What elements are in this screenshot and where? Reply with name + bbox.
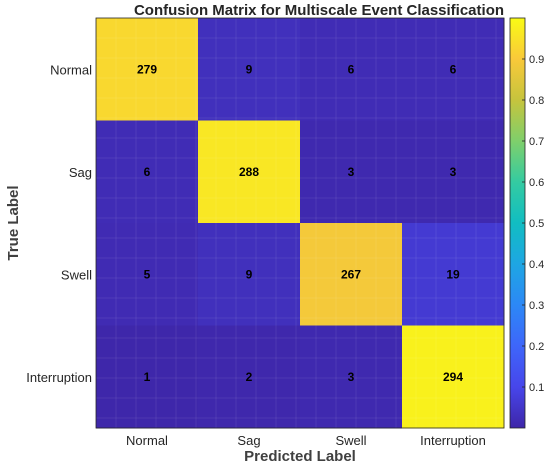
colorbar-tick-label: 0.4: [529, 259, 544, 271]
plot-frame: [95, 17, 505, 429]
y-axis-label: True Label: [5, 185, 22, 260]
y-tick-label: Normal: [50, 62, 92, 77]
heatmap-cell: [402, 18, 505, 121]
grid-lines: [96, 18, 504, 428]
cell-value-label: 294: [443, 370, 463, 384]
cell-value-label: 3: [348, 370, 355, 384]
cell-value-label: 267: [341, 267, 361, 281]
colorbar: 0.1 0.2 0.3 0.4 0.5 0.6 0.7 0.8 0.9: [509, 17, 544, 429]
colorbar-tick-label: 0.6: [529, 177, 544, 189]
x-tick-label: Interruption: [420, 433, 486, 448]
chart-title: Confusion Matrix for Multiscale Event Cl…: [134, 2, 504, 19]
heatmap-cell: [402, 120, 505, 224]
heatmap-cell: [198, 325, 301, 429]
cell-value-label: 6: [450, 62, 457, 76]
heatmap-cell: [198, 223, 301, 326]
x-tick-labels: Normal Sag Swell Interruption: [126, 433, 486, 448]
heatmap-cell: [96, 18, 199, 121]
colorbar-tick-label: 0.7: [529, 136, 544, 148]
x-tick-label: Sag: [237, 433, 260, 448]
cell-value-label: 2: [246, 370, 253, 384]
heatmap-cell: [300, 223, 403, 326]
heatmap-cell: [198, 18, 301, 121]
cell-value-label: 19: [446, 267, 460, 281]
cell-value-label: 288: [239, 165, 259, 179]
x-axis-label: Predicted Label: [244, 448, 356, 465]
cell-value-label: 1: [144, 370, 151, 384]
heatmap-cell: [300, 325, 403, 429]
colorbar-tick-label: 0.5: [529, 218, 544, 230]
colorbar-tick-label: 0.1: [529, 382, 544, 394]
cell-value-label: 6: [144, 165, 151, 179]
y-tick-label: Sag: [69, 165, 92, 180]
y-tick-label: Swell: [61, 267, 92, 282]
colorbar-tick-label: 0.9: [529, 54, 544, 66]
heatmap-cell: [402, 223, 505, 326]
colorbar-tick-label: 0.8: [529, 95, 544, 107]
cell-value-label: 5: [144, 267, 151, 281]
cell-value-label: 3: [450, 165, 457, 179]
heatmap-cell: [96, 120, 199, 224]
heatmap-cell: [402, 325, 505, 429]
x-tick-label: Normal: [126, 433, 168, 448]
y-tick-label: Interruption: [26, 370, 92, 385]
colorbar-tick-label: 0.3: [529, 300, 544, 312]
heatmap-cell: [300, 120, 403, 224]
heatmap-cell: [96, 325, 199, 429]
colorbar-ticks: 0.1 0.2 0.3 0.4 0.5 0.6 0.7 0.8 0.9: [522, 54, 544, 394]
cell-value-labels: 279 9 6 6 6 288 3 3 5 9 267 19 1 2 3 294: [137, 62, 463, 384]
heatmap-cells: [96, 18, 505, 429]
x-tick-label: Swell: [335, 433, 366, 448]
heatmap-cell: [198, 120, 301, 224]
heatmap-cell: [300, 18, 403, 121]
cell-value-label: 9: [246, 267, 253, 281]
cell-value-label: 279: [137, 62, 157, 76]
cell-value-label: 6: [348, 62, 355, 76]
cell-value-label: 3: [348, 165, 355, 179]
heatmap-cell: [96, 223, 199, 326]
y-tick-labels: Normal Sag Swell Interruption: [26, 62, 92, 385]
colorbar-tick-label: 0.2: [529, 341, 544, 353]
cell-value-label: 9: [246, 62, 253, 76]
